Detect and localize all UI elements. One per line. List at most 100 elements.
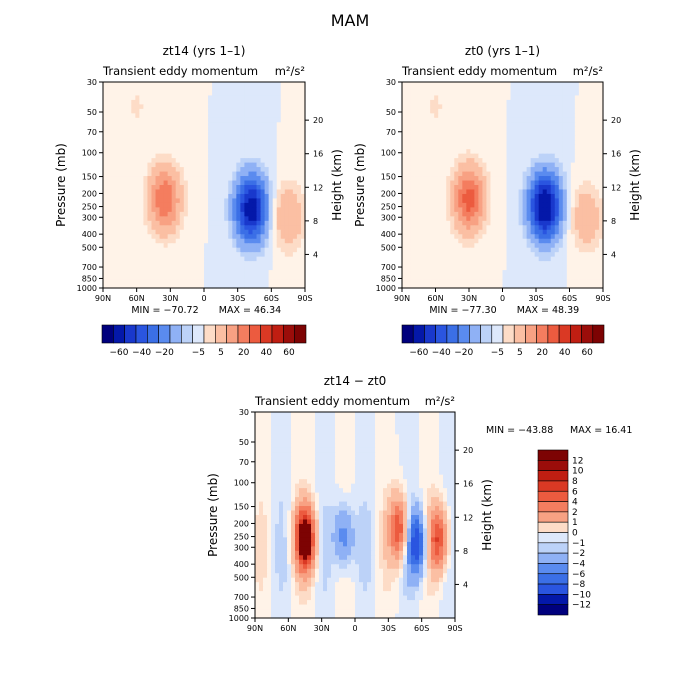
contour-cell <box>292 180 298 186</box>
contour-cell <box>175 86 181 92</box>
contour-cell <box>115 153 120 159</box>
contour-cell <box>522 234 528 240</box>
contour-cell <box>216 90 221 97</box>
contour-cell <box>566 274 572 280</box>
contour-cell <box>275 429 280 435</box>
contour-cell <box>288 180 294 186</box>
contour-cell <box>191 198 197 204</box>
contour-cell <box>179 274 185 280</box>
contour-cell <box>263 416 268 422</box>
contour-cell <box>574 171 580 177</box>
contour-cell <box>216 238 221 244</box>
contour-cell <box>256 176 262 182</box>
contour-cell <box>296 171 302 177</box>
contour-cell <box>450 144 455 150</box>
contour-cell <box>558 171 564 177</box>
contour-cell <box>248 140 254 146</box>
contour-cell <box>498 234 504 240</box>
contour-cell <box>430 265 435 271</box>
contour-cell <box>566 198 572 204</box>
contour-cell <box>208 117 213 123</box>
contour-cell <box>474 90 479 97</box>
contour-cell <box>538 202 544 208</box>
contour-cell <box>191 202 197 208</box>
contour-cell <box>478 234 483 240</box>
contour-cell <box>422 185 427 191</box>
contour-cell <box>216 162 221 168</box>
contour-cell <box>418 247 423 253</box>
contour-cell <box>280 95 286 101</box>
contour-cell <box>546 193 552 200</box>
contour-cell <box>280 198 286 204</box>
contour-cell <box>147 265 153 271</box>
contour-cell <box>208 202 213 208</box>
contour-cell <box>155 243 161 249</box>
contour-cell <box>123 140 128 146</box>
contour-cell <box>212 90 217 97</box>
contour-cell <box>292 279 298 285</box>
contour-cell <box>442 229 447 235</box>
contour-cell <box>518 117 524 123</box>
contour-cell <box>578 162 584 168</box>
contour-cell <box>554 225 560 231</box>
contour-cell <box>410 153 415 159</box>
contour-cell <box>410 162 415 168</box>
contour-cell <box>570 265 576 271</box>
contour-cell <box>259 429 264 435</box>
contour-cell <box>458 243 463 249</box>
contour-cell <box>115 225 120 231</box>
contour-cell <box>430 162 435 168</box>
contour-cell <box>586 171 592 177</box>
contour-cell <box>268 185 274 191</box>
contour-cell <box>183 90 189 97</box>
contour-cell <box>127 220 132 226</box>
contour-cell <box>506 185 512 191</box>
contour-cell <box>514 202 520 208</box>
contour-cell <box>296 95 302 101</box>
contour-cell <box>212 99 217 105</box>
contour-cell <box>187 247 193 253</box>
contour-cell <box>474 279 479 285</box>
contour-cell <box>167 158 173 164</box>
contour-cell <box>272 225 278 231</box>
contour-cell <box>147 158 153 164</box>
contour-cell <box>288 99 294 105</box>
contour-cell <box>498 95 504 101</box>
contour-cell <box>276 225 282 231</box>
contour-cell <box>236 149 241 155</box>
contour-cell <box>187 193 193 200</box>
contour-cell <box>220 171 225 177</box>
contour-cell <box>402 126 407 132</box>
contour-cell <box>558 153 564 159</box>
contour-cell <box>159 243 165 249</box>
contour-cell <box>546 247 552 253</box>
contour-cell <box>590 108 596 114</box>
contour-cell <box>195 140 201 146</box>
contour-cell <box>530 140 536 146</box>
contour-cell <box>212 122 217 128</box>
contour-cell <box>256 82 262 88</box>
contour-cell <box>131 185 136 191</box>
contour-cell <box>474 270 479 276</box>
contour-cell <box>216 140 221 146</box>
contour-cell <box>276 220 282 226</box>
contour-cell <box>426 279 431 285</box>
contour-cell <box>438 140 443 146</box>
contour-cell <box>127 193 132 200</box>
contour-cell <box>431 420 436 427</box>
contour-cell <box>490 211 496 217</box>
contour-cell <box>127 82 132 88</box>
contour-cell <box>183 82 189 88</box>
contour-cell <box>462 131 467 137</box>
contour-cell <box>276 180 282 186</box>
contour-cell <box>119 108 124 114</box>
contour-cell <box>248 158 254 164</box>
contour-cell <box>438 283 443 289</box>
contour-cell <box>296 176 302 182</box>
contour-cell <box>224 274 229 280</box>
contour-cell <box>406 261 411 267</box>
contour-cell <box>272 193 278 200</box>
contour-cell <box>418 243 423 249</box>
contour-cell <box>446 243 451 249</box>
contour-cell <box>598 82 604 88</box>
